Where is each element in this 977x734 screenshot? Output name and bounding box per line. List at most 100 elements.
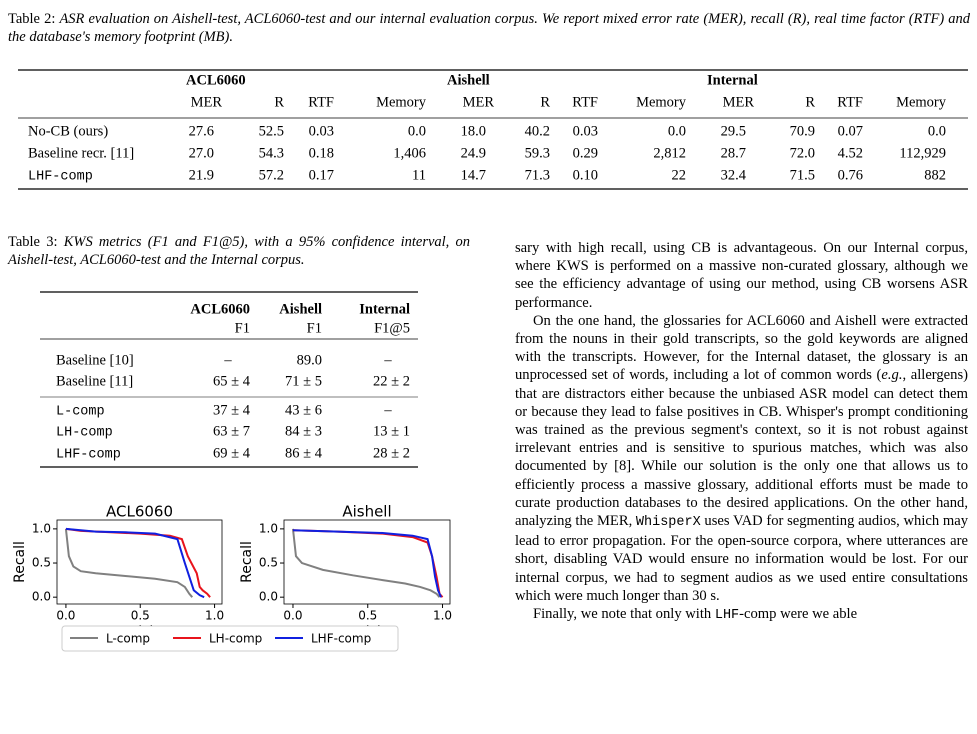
cell: 70.9 bbox=[790, 123, 815, 139]
y-tick-label: 1.0 bbox=[32, 521, 51, 535]
y-tick-label: 0.5 bbox=[259, 556, 278, 570]
x-tick-label: 0.0 bbox=[56, 609, 75, 623]
paragraph: On the one hand, the glossaries for ACL6… bbox=[515, 312, 968, 605]
paragraph: sary with high recall, using CB is advan… bbox=[515, 240, 968, 311]
cell: 27.0 bbox=[189, 145, 214, 161]
cell: 24.9 bbox=[461, 145, 486, 161]
y-tick-label: 0.0 bbox=[32, 590, 51, 604]
cell: 22 bbox=[672, 167, 687, 183]
cell: 54.3 bbox=[259, 145, 284, 161]
cell: 0.10 bbox=[573, 167, 598, 183]
cell: 37 ± 4 bbox=[213, 402, 251, 418]
column-header: R bbox=[274, 94, 284, 110]
legend-box bbox=[61, 625, 399, 652]
row-label: L-comp bbox=[56, 405, 105, 420]
column-header: Aishell bbox=[279, 301, 322, 317]
cell: 86 ± 4 bbox=[285, 445, 323, 461]
cell: 21.9 bbox=[189, 167, 214, 183]
cell: 0.76 bbox=[838, 167, 863, 183]
column-header: RTF bbox=[572, 94, 598, 110]
pr-curve bbox=[64, 528, 194, 598]
cell: 0.0 bbox=[408, 123, 426, 139]
cell: 11 bbox=[412, 167, 426, 183]
cell: – bbox=[383, 352, 392, 368]
cell: 71.3 bbox=[525, 167, 550, 183]
caption-label: Table 2: bbox=[8, 11, 56, 27]
legend-label: LHF-comp bbox=[311, 632, 371, 646]
cell: 22 ± 2 bbox=[373, 373, 410, 389]
pr-curve bbox=[65, 527, 211, 598]
cell: 69 ± 4 bbox=[213, 445, 251, 461]
cell: 89.0 bbox=[297, 352, 322, 368]
cell: 112,929 bbox=[899, 145, 946, 161]
cell: 27.6 bbox=[189, 123, 214, 139]
column-header: Internal bbox=[359, 301, 410, 317]
caption-text: ASR evaluation on Aishell-test, ACL6060-… bbox=[8, 11, 971, 45]
cell: 32.4 bbox=[721, 167, 747, 183]
cell: 71 ± 5 bbox=[285, 373, 322, 389]
cell: 28 ± 2 bbox=[373, 445, 410, 461]
cell: 1,406 bbox=[393, 145, 426, 161]
column-subheader: F1@5 bbox=[374, 320, 410, 336]
plot-frame bbox=[283, 519, 451, 605]
cell: – bbox=[383, 402, 392, 418]
cell: – bbox=[223, 352, 232, 368]
cell: 882 bbox=[924, 167, 946, 183]
legend-label: LH-comp bbox=[209, 632, 262, 646]
x-tick-label: 0.5 bbox=[358, 609, 377, 623]
cell: 29.5 bbox=[721, 123, 746, 139]
column-header: Memory bbox=[636, 94, 687, 110]
body-text: sary with high recall, using CB is advan… bbox=[515, 239, 968, 625]
column-header: RTF bbox=[837, 94, 863, 110]
y-tick-label: 0.5 bbox=[32, 556, 51, 570]
group-header: Internal bbox=[707, 72, 758, 88]
code: LHF bbox=[714, 608, 740, 624]
cell: 0.07 bbox=[838, 123, 863, 139]
row-label: Baseline [11] bbox=[56, 373, 133, 389]
cell: 43 ± 6 bbox=[285, 402, 322, 418]
cell: 2,812 bbox=[653, 145, 686, 161]
cell: 59.3 bbox=[525, 145, 550, 161]
cell: 63 ± 7 bbox=[213, 423, 250, 439]
pr-curve bbox=[65, 527, 205, 599]
caption-text: KWS metrics (F1 and F1@5), with a 95% co… bbox=[8, 234, 471, 268]
group-header: ACL6060 bbox=[186, 72, 246, 88]
column-header: MER bbox=[191, 94, 223, 110]
column-header: R bbox=[540, 94, 550, 110]
x-tick-label: 1.0 bbox=[205, 609, 224, 623]
y-axis-label: Recall bbox=[12, 541, 28, 583]
column-header: MER bbox=[723, 94, 755, 110]
y-tick-label: 0.0 bbox=[259, 590, 278, 604]
pr-curve bbox=[292, 529, 442, 598]
cell: 71.5 bbox=[790, 167, 815, 183]
cell: 0.29 bbox=[573, 145, 598, 161]
row-label: LH-comp bbox=[56, 426, 113, 441]
code: WhisperX bbox=[635, 515, 701, 531]
row-label: Baseline recr. [11] bbox=[28, 145, 134, 161]
x-tick-label: 1.0 bbox=[433, 609, 452, 623]
column-header: R bbox=[805, 94, 815, 110]
text: , allergens) that are distractors either… bbox=[515, 367, 969, 530]
column-header: RTF bbox=[308, 94, 334, 110]
column-header: Memory bbox=[896, 94, 947, 110]
text: -comp were we able bbox=[739, 606, 858, 623]
cell: 40.2 bbox=[525, 123, 550, 139]
column-header: ACL6060 bbox=[190, 301, 250, 317]
pr-curve bbox=[291, 528, 441, 598]
chart-title: ACL6060 bbox=[106, 503, 173, 521]
row-label: LHF-comp bbox=[28, 170, 93, 185]
cell: 28.7 bbox=[721, 145, 746, 161]
table3-caption: Table 3: KWS metrics (F1 and F1@5), with… bbox=[8, 233, 470, 269]
cell: 0.17 bbox=[309, 167, 334, 183]
cell: 14.7 bbox=[461, 167, 486, 183]
text: Finally, we note that only with bbox=[533, 606, 715, 623]
row-label: No-CB (ours) bbox=[28, 123, 108, 139]
group-header: Aishell bbox=[447, 72, 490, 88]
chart-title: Aishell bbox=[342, 503, 391, 521]
table2-caption: Table 2: ASR evaluation on Aishell-test,… bbox=[8, 10, 970, 46]
x-tick-label: 0.0 bbox=[283, 609, 302, 623]
plot-frame bbox=[56, 519, 223, 605]
column-header: Memory bbox=[376, 94, 427, 110]
